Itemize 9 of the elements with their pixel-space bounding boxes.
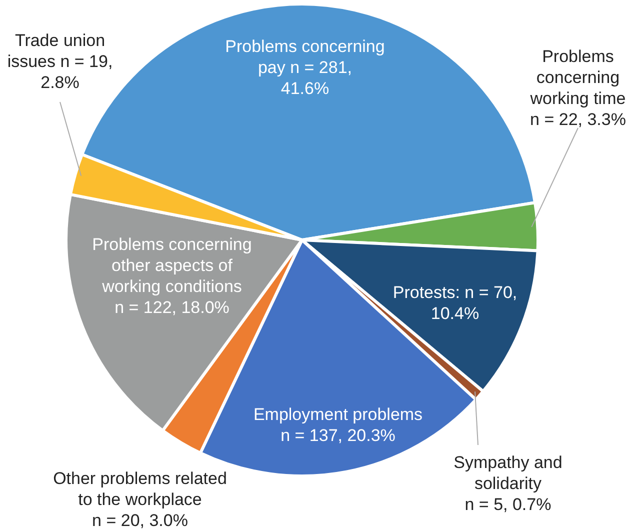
- data-label: n = 22, 3.3%: [530, 110, 626, 129]
- slice-label: Problems concerning pay n = 281, 41.6%: [225, 37, 385, 98]
- data-label: n = 20, 3.0%: [92, 511, 188, 529]
- slice-label: Protests: n = 70, 10.4%: [392, 283, 518, 323]
- slice-label: Trade union issues n = 19, 2.8%: [7, 31, 113, 92]
- data-label: n = 5, 0.7%: [464, 495, 552, 514]
- slice-label: Employment problems: [253, 405, 423, 424]
- data-label: n = 122, 18.0%: [114, 298, 230, 317]
- data-label: n = 137, 20.3%: [280, 426, 396, 445]
